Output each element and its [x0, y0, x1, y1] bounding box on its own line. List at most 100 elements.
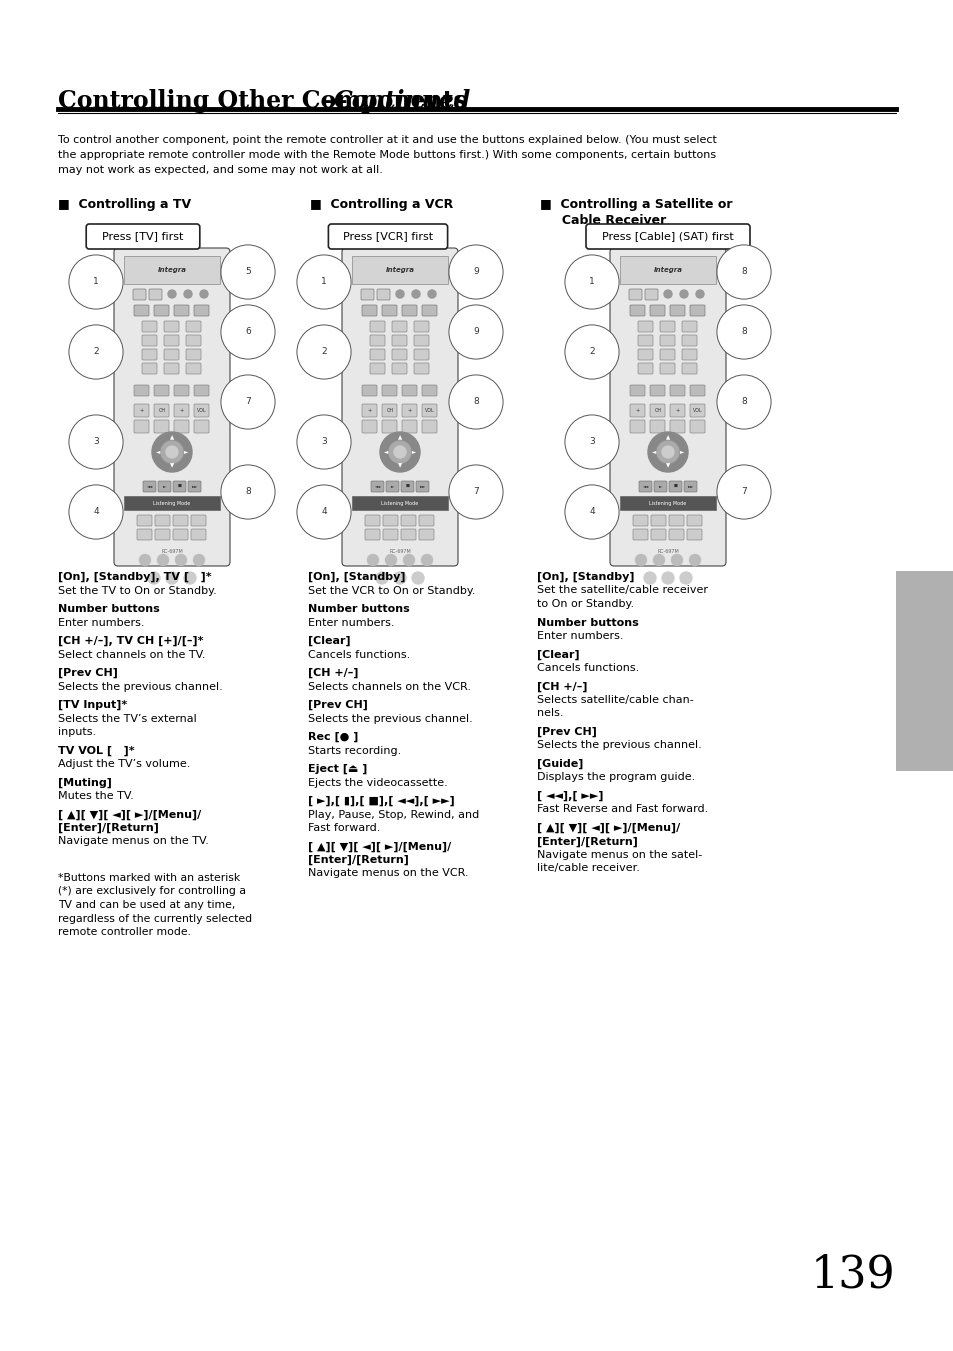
- FancyBboxPatch shape: [400, 515, 416, 526]
- Text: Press [Cable] (SAT) first: Press [Cable] (SAT) first: [601, 231, 733, 240]
- Text: [Enter]/[Return]: [Enter]/[Return]: [537, 836, 638, 847]
- FancyBboxPatch shape: [421, 404, 436, 417]
- Text: regardless of the currently selected: regardless of the currently selected: [58, 913, 252, 924]
- Text: ►►: ►►: [192, 484, 198, 488]
- FancyBboxPatch shape: [668, 515, 683, 526]
- Circle shape: [193, 554, 205, 566]
- FancyBboxPatch shape: [137, 530, 152, 540]
- Text: ▲: ▲: [397, 435, 402, 440]
- Text: [ ▲][ ▼][ ◄][ ►]/[Menu]/: [ ▲][ ▼][ ◄][ ►]/[Menu]/: [58, 809, 201, 820]
- Text: ■  Controlling a Satellite or: ■ Controlling a Satellite or: [539, 199, 732, 211]
- Text: ►►: ►►: [419, 484, 426, 488]
- Text: 3: 3: [93, 438, 99, 446]
- Text: [CH +/–]: [CH +/–]: [308, 667, 358, 678]
- Text: 2: 2: [321, 347, 327, 357]
- Circle shape: [394, 446, 406, 458]
- Text: ▼: ▼: [665, 463, 669, 469]
- FancyBboxPatch shape: [113, 249, 230, 566]
- FancyBboxPatch shape: [381, 305, 396, 316]
- FancyBboxPatch shape: [686, 515, 701, 526]
- FancyBboxPatch shape: [668, 530, 683, 540]
- Text: Set the TV to On or Standby.: Set the TV to On or Standby.: [58, 585, 216, 596]
- Text: 8: 8: [740, 267, 746, 277]
- Text: Set the satellite/cable receiver: Set the satellite/cable receiver: [537, 585, 707, 596]
- Text: [On], [Standby]: [On], [Standby]: [308, 571, 405, 582]
- Text: Press [VCR] first: Press [VCR] first: [342, 231, 433, 240]
- Text: remote controller mode.: remote controller mode.: [58, 927, 191, 938]
- Circle shape: [670, 554, 682, 566]
- Text: +: +: [408, 408, 412, 412]
- Text: ►: ►: [163, 484, 167, 488]
- FancyBboxPatch shape: [365, 515, 379, 526]
- Text: RC-697M: RC-697M: [389, 549, 411, 554]
- Circle shape: [679, 571, 691, 584]
- Text: lite/cable receiver.: lite/cable receiver.: [537, 863, 639, 874]
- Text: [On], [Standby], TV [   ]*: [On], [Standby], TV [ ]*: [58, 571, 212, 582]
- Text: inputs.: inputs.: [58, 727, 96, 738]
- Text: 3: 3: [321, 438, 327, 446]
- Text: Cancels functions.: Cancels functions.: [537, 663, 639, 673]
- FancyBboxPatch shape: [193, 385, 209, 396]
- FancyBboxPatch shape: [173, 420, 189, 434]
- FancyBboxPatch shape: [173, 385, 189, 396]
- Text: Selects the TV’s external: Selects the TV’s external: [58, 713, 196, 724]
- Text: —: —: [324, 89, 347, 113]
- Text: Enter numbers.: Enter numbers.: [537, 631, 623, 640]
- Text: Selects the previous channel.: Selects the previous channel.: [58, 681, 222, 692]
- FancyBboxPatch shape: [644, 289, 658, 300]
- FancyBboxPatch shape: [172, 515, 188, 526]
- FancyBboxPatch shape: [669, 305, 684, 316]
- Text: [ ◄◄],[ ►►]: [ ◄◄],[ ►►]: [537, 790, 603, 801]
- Text: Eject [⏏ ]: Eject [⏏ ]: [308, 765, 367, 774]
- Text: [CH +/–], TV CH [+]/[–]*: [CH +/–], TV CH [+]/[–]*: [58, 636, 203, 646]
- FancyBboxPatch shape: [609, 249, 725, 566]
- FancyBboxPatch shape: [370, 322, 385, 332]
- Text: [Prev CH]: [Prev CH]: [537, 727, 597, 738]
- Text: Continued: Continued: [334, 89, 471, 113]
- Text: Fast Reverse and Fast forward.: Fast Reverse and Fast forward.: [537, 804, 707, 815]
- Text: [ ▲][ ▼][ ◄][ ►]/[Menu]/: [ ▲][ ▼][ ◄][ ►]/[Menu]/: [537, 823, 679, 834]
- FancyBboxPatch shape: [154, 515, 170, 526]
- Circle shape: [647, 432, 687, 471]
- FancyBboxPatch shape: [629, 385, 644, 396]
- Text: [Prev CH]: [Prev CH]: [58, 667, 118, 678]
- FancyBboxPatch shape: [361, 404, 376, 417]
- FancyBboxPatch shape: [633, 530, 647, 540]
- Text: VOL: VOL: [197, 408, 207, 412]
- Text: 4: 4: [321, 508, 327, 516]
- FancyBboxPatch shape: [191, 515, 206, 526]
- Bar: [352, 496, 448, 509]
- Text: TV and can be used at any time,: TV and can be used at any time,: [58, 900, 235, 911]
- Text: +: +: [140, 408, 144, 412]
- Text: Listening Mode: Listening Mode: [381, 500, 418, 505]
- Text: Cancels functions.: Cancels functions.: [308, 650, 410, 659]
- Text: ►: ►: [184, 450, 188, 454]
- Text: [Enter]/[Return]: [Enter]/[Return]: [58, 823, 159, 834]
- Text: [Guide]: [Guide]: [537, 759, 583, 769]
- FancyBboxPatch shape: [659, 335, 675, 346]
- FancyBboxPatch shape: [382, 515, 397, 526]
- FancyBboxPatch shape: [392, 349, 407, 359]
- FancyBboxPatch shape: [392, 363, 407, 374]
- Text: [Clear]: [Clear]: [308, 636, 351, 646]
- Circle shape: [412, 290, 419, 299]
- FancyBboxPatch shape: [381, 385, 396, 396]
- Text: 4: 4: [93, 508, 99, 516]
- FancyBboxPatch shape: [172, 530, 188, 540]
- FancyBboxPatch shape: [376, 289, 390, 300]
- FancyBboxPatch shape: [689, 420, 704, 434]
- FancyBboxPatch shape: [186, 322, 201, 332]
- Text: TV VOL [   ]*: TV VOL [ ]*: [58, 746, 134, 755]
- FancyBboxPatch shape: [133, 305, 149, 316]
- FancyBboxPatch shape: [669, 420, 684, 434]
- FancyBboxPatch shape: [681, 363, 697, 374]
- FancyBboxPatch shape: [401, 385, 416, 396]
- Text: Select channels on the TV.: Select channels on the TV.: [58, 650, 205, 659]
- FancyBboxPatch shape: [416, 481, 429, 492]
- Text: ◄: ◄: [155, 450, 160, 454]
- FancyBboxPatch shape: [132, 289, 146, 300]
- Circle shape: [174, 554, 187, 566]
- Text: Number buttons: Number buttons: [58, 604, 159, 613]
- Text: 7: 7: [245, 397, 251, 407]
- Circle shape: [166, 571, 178, 584]
